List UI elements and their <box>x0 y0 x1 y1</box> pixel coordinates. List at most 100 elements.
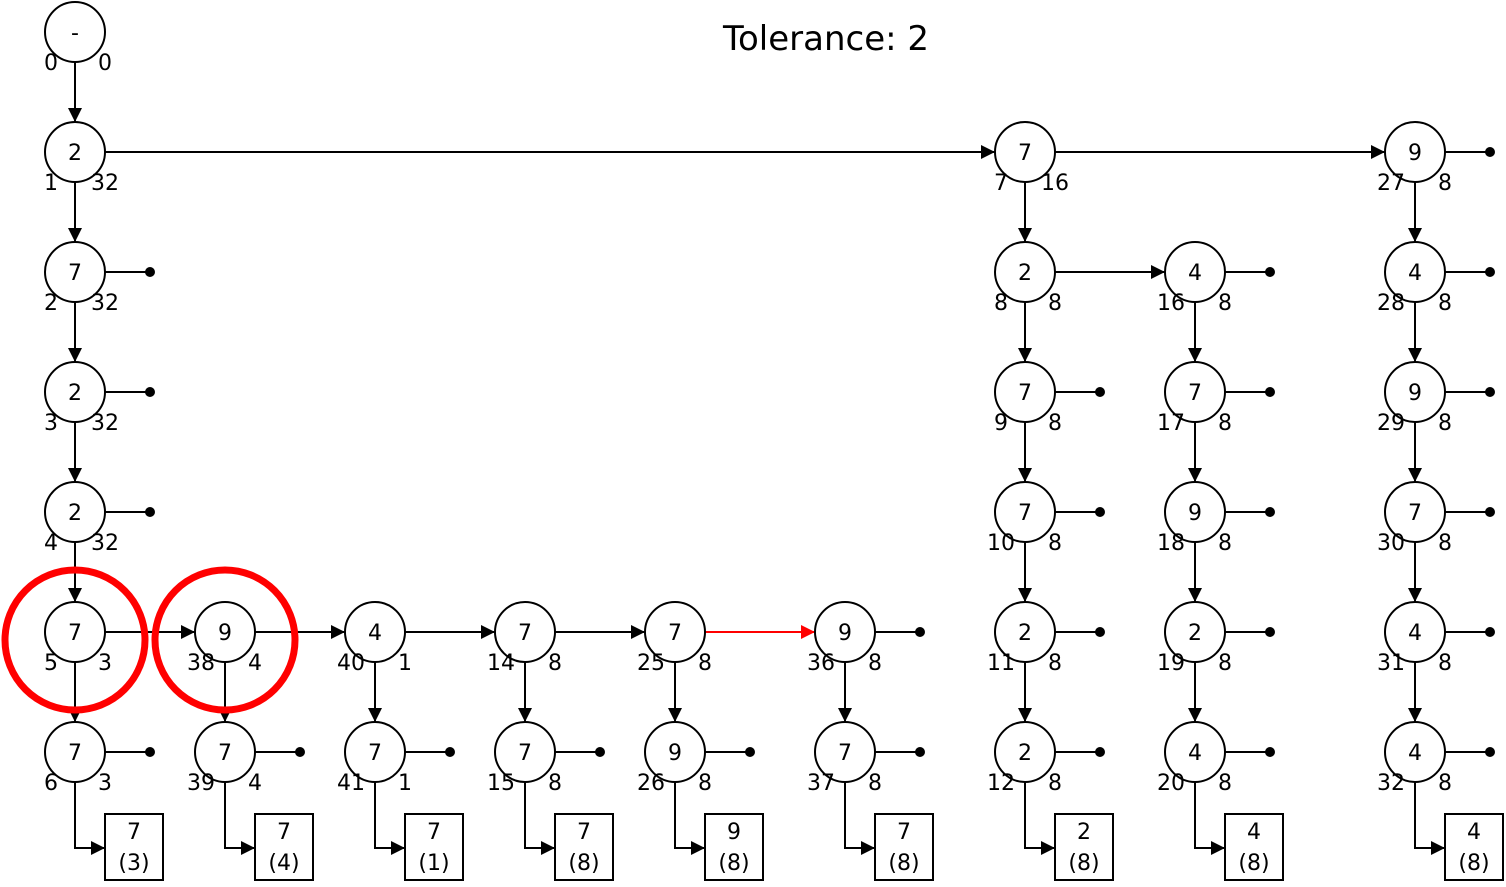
terminal-dot <box>1095 387 1105 397</box>
terminal-dot <box>295 747 305 757</box>
node-value: 7 <box>668 621 682 646</box>
tree-node: 739 4 <box>187 721 262 796</box>
leaf-rect <box>874 813 934 881</box>
node-right-count: 8 <box>1218 651 1232 676</box>
node-right-count: 0 <box>98 51 112 76</box>
node-right-count: 32 <box>91 171 119 196</box>
node-left-count: 0 <box>44 51 58 76</box>
terminal-dot <box>745 747 755 757</box>
node-left-count: 20 <box>1157 771 1185 796</box>
node-left-count: 1 <box>44 171 58 196</box>
node-circle <box>1164 721 1226 783</box>
node-circle <box>44 1 106 63</box>
leaf-rect <box>254 813 314 881</box>
node-left-count: 5 <box>44 651 58 676</box>
tree-node: 416 8 <box>1157 241 1232 316</box>
node-value: 4 <box>1188 261 1202 286</box>
terminal-dot <box>1265 507 1275 517</box>
leaf-box: 4(8) <box>1444 813 1504 881</box>
terminal-dot <box>915 627 925 637</box>
highlight-ring <box>151 566 299 714</box>
node-left-count: 40 <box>337 651 365 676</box>
leaf-link <box>524 782 555 855</box>
node-circle <box>194 721 256 783</box>
node-value: 7 <box>1018 501 1032 526</box>
node-right-count: 8 <box>868 651 882 676</box>
leaf-rect <box>1054 813 1114 881</box>
leaf-rect <box>104 813 164 881</box>
node-right-count: 8 <box>1438 291 1452 316</box>
node-left-count: 3 <box>44 411 58 436</box>
node-circle <box>994 721 1056 783</box>
tree-node: 79 8 <box>994 361 1062 436</box>
node-value: 7 <box>218 741 232 766</box>
leaf-box: 7(3) <box>104 813 164 881</box>
leaf-value: 7 <box>277 820 291 845</box>
node-left-count: 26 <box>637 771 665 796</box>
node-right-count: 4 <box>248 651 262 676</box>
terminal-dot <box>915 747 925 757</box>
node-left-count: 4 <box>44 531 58 556</box>
node-left-count: 12 <box>987 771 1015 796</box>
terminal-dot <box>1265 267 1275 277</box>
node-left-count: 31 <box>1377 651 1405 676</box>
node-circle <box>494 721 556 783</box>
node-circle <box>1384 721 1446 783</box>
tree-node: 77 16 <box>994 121 1069 196</box>
edges-layer <box>68 62 1495 855</box>
leaf-link <box>1024 782 1055 855</box>
node-value: 7 <box>368 741 382 766</box>
node-right-count: 8 <box>698 771 712 796</box>
leaf-box: 7(8) <box>874 813 934 881</box>
node-right-count: 8 <box>1438 651 1452 676</box>
node-circle <box>994 241 1056 303</box>
node-value: 2 <box>1018 741 1032 766</box>
node-circle <box>44 361 106 423</box>
leaf-box: 7(8) <box>554 813 614 881</box>
node-circle <box>994 361 1056 423</box>
node-left-count: 41 <box>337 771 365 796</box>
node-value: 9 <box>838 621 852 646</box>
leaf-link <box>74 782 105 855</box>
leaf-link <box>844 782 875 855</box>
node-left-count: 16 <box>1157 291 1185 316</box>
node-circle <box>1164 361 1226 423</box>
tree-node: 219 8 <box>1157 601 1232 676</box>
node-circle <box>194 601 256 663</box>
node-right-count: 32 <box>91 531 119 556</box>
node-right-count: 8 <box>548 651 562 676</box>
node-circle <box>1384 481 1446 543</box>
node-right-count: 8 <box>1048 771 1062 796</box>
leaf-box: 4(8) <box>1224 813 1284 881</box>
terminal-dot <box>145 267 155 277</box>
node-circle <box>1384 601 1446 663</box>
tree-node: 28 8 <box>994 241 1062 316</box>
leaf-box: 2(8) <box>1054 813 1114 881</box>
node-circle <box>1384 121 1446 183</box>
node-value: - <box>71 21 79 46</box>
terminal-dot <box>1485 267 1495 277</box>
node-value: 7 <box>1408 501 1422 526</box>
terminal-dot <box>1095 627 1105 637</box>
node-right-count: 16 <box>1041 171 1069 196</box>
terminal-dot <box>1095 507 1105 517</box>
tree-node: 212 8 <box>987 721 1062 796</box>
tree-node: -0 0 <box>44 1 112 76</box>
tree-node: 936 8 <box>807 601 882 676</box>
leaf-value: 4 <box>1247 820 1261 845</box>
terminal-dot <box>1485 627 1495 637</box>
node-value: 7 <box>518 741 532 766</box>
node-circle <box>1164 601 1226 663</box>
tree-node: 21 32 <box>44 121 119 196</box>
node-right-count: 8 <box>868 771 882 796</box>
node-left-count: 36 <box>807 651 835 676</box>
tree-node: 440 1 <box>337 601 412 676</box>
node-circle <box>644 601 706 663</box>
terminal-dot <box>1485 147 1495 157</box>
leaf-value: 7 <box>897 820 911 845</box>
node-value: 7 <box>838 741 852 766</box>
node-left-count: 14 <box>487 651 515 676</box>
node-value: 2 <box>1018 261 1032 286</box>
